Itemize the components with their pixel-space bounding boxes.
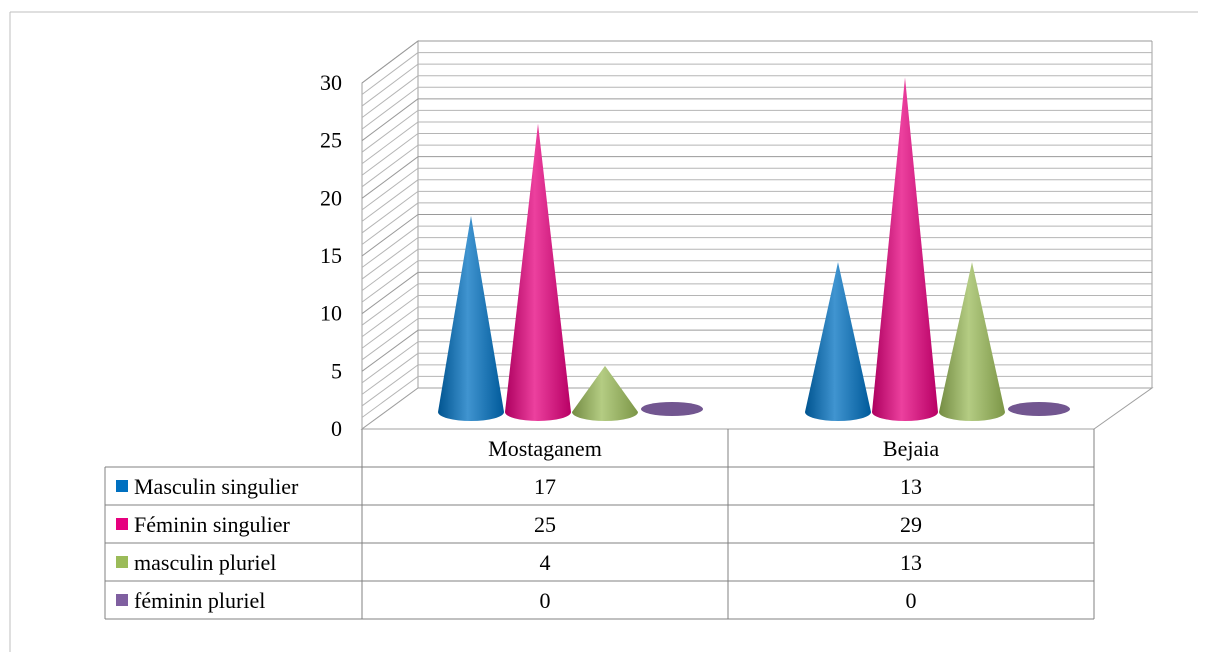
data-table: Mostaganem Bejaia Masculin singulier 17 13 Fé… bbox=[104, 429, 1095, 620]
data-label: 25 bbox=[534, 512, 556, 537]
gridline bbox=[361, 121, 1152, 165]
data-label: 4 bbox=[540, 550, 551, 575]
gridline bbox=[361, 86, 1152, 130]
cone-bar bbox=[805, 262, 871, 421]
cone-bar bbox=[872, 77, 938, 422]
legend-key bbox=[116, 556, 128, 568]
gridline bbox=[361, 40, 1152, 84]
data-label: 0 bbox=[540, 588, 551, 613]
category-label: Bejaia bbox=[883, 436, 939, 461]
y-tick-label: 5 bbox=[331, 358, 342, 383]
data-label: 29 bbox=[900, 512, 922, 537]
gridline bbox=[361, 98, 1152, 142]
gridline bbox=[361, 144, 1152, 188]
cone-bar bbox=[939, 262, 1005, 421]
gridline bbox=[361, 202, 1152, 245]
gridline bbox=[361, 156, 1152, 199]
data-label: 17 bbox=[534, 474, 556, 499]
gridline bbox=[361, 52, 1152, 95]
y-tick-label: 20 bbox=[320, 185, 342, 210]
gridline bbox=[361, 109, 1152, 153]
cone-bar bbox=[572, 365, 638, 421]
gridline bbox=[361, 167, 1152, 211]
gridline bbox=[361, 63, 1152, 107]
cone-bar bbox=[641, 402, 703, 416]
gridline bbox=[361, 190, 1152, 234]
legend-key bbox=[116, 480, 128, 492]
data-label: 0 bbox=[906, 588, 917, 613]
y-tick-label: 30 bbox=[320, 70, 342, 95]
y-tick-label: 0 bbox=[331, 416, 342, 441]
plot-area bbox=[438, 77, 1070, 422]
gridline bbox=[361, 179, 1152, 222]
series-name: masculin pluriel bbox=[134, 550, 276, 575]
cone-bar bbox=[505, 123, 571, 421]
series-name: Féminin singulier bbox=[134, 512, 291, 537]
series-name: féminin pluriel bbox=[134, 588, 265, 613]
gridline bbox=[361, 75, 1152, 119]
gridline bbox=[361, 225, 1152, 268]
cone-bar bbox=[438, 215, 504, 421]
y-tick-label: 25 bbox=[320, 128, 342, 153]
legend-key bbox=[116, 594, 128, 606]
y-axis: 0 5 10 15 20 25 30 bbox=[320, 70, 342, 441]
data-label: 13 bbox=[900, 474, 922, 499]
data-label: 13 bbox=[900, 550, 922, 575]
series-name: Masculin singulier bbox=[134, 474, 299, 499]
gridline bbox=[361, 214, 1152, 257]
legend-key bbox=[116, 518, 128, 530]
y-tick-label: 10 bbox=[320, 301, 342, 326]
cone-bar bbox=[1008, 402, 1070, 416]
gridline bbox=[361, 133, 1152, 176]
y-tick-label: 15 bbox=[320, 243, 342, 268]
category-label: Mostaganem bbox=[488, 436, 602, 461]
